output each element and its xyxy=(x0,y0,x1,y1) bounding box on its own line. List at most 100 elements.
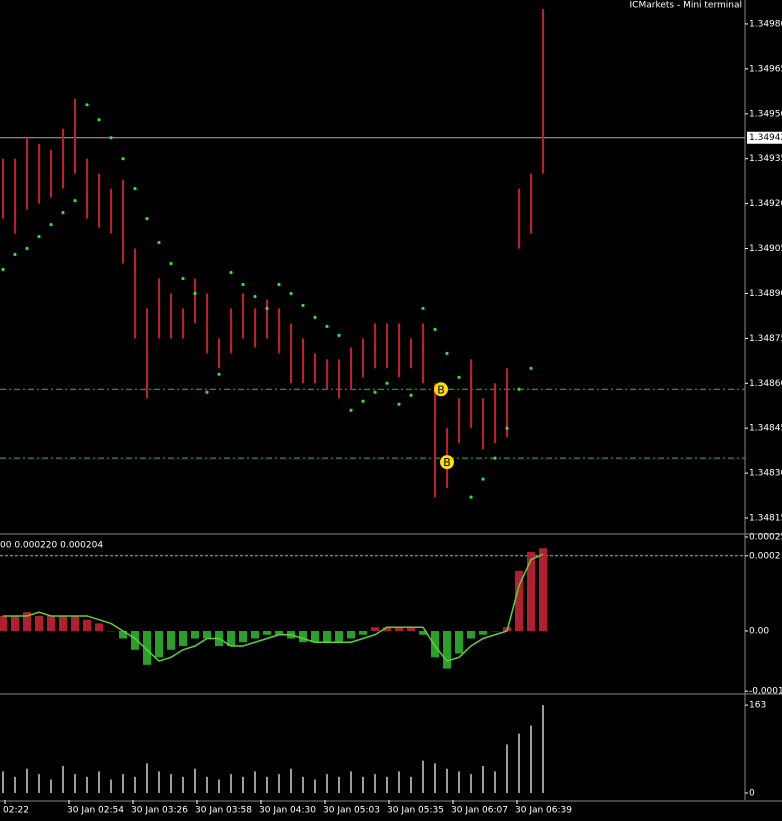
histogram-bar xyxy=(275,630,283,635)
sar-dot xyxy=(109,136,113,140)
histogram-bar xyxy=(119,630,127,639)
x-tick-label: 30 Jan 04:30 xyxy=(259,806,316,816)
sar-dot xyxy=(25,246,29,251)
y-tick-label: -0.00016 xyxy=(749,687,782,697)
sar-dot xyxy=(13,252,17,257)
y-tick-label: 1.34965 xyxy=(749,64,782,74)
sar-dot xyxy=(241,282,245,287)
current-price-box xyxy=(747,131,782,144)
histogram-bar xyxy=(83,619,91,631)
y-tick-label: 1.34875 xyxy=(749,334,782,344)
y-tick-label: 0.0002 xyxy=(749,551,781,561)
sar-dot xyxy=(61,211,65,215)
sar-dot xyxy=(325,324,329,328)
sar-dot xyxy=(493,456,497,460)
histogram-bar xyxy=(239,630,247,643)
histogram-bar xyxy=(203,630,211,639)
histogram-bar xyxy=(251,630,259,639)
histogram-bar xyxy=(359,630,367,635)
histogram-bar xyxy=(143,630,151,665)
histogram-bar xyxy=(59,615,67,631)
histogram-bar xyxy=(419,630,427,635)
y-tick-label: 0.00025 xyxy=(749,533,782,543)
sar-dot xyxy=(433,327,437,331)
y-tick-label: 1.34935 xyxy=(749,154,782,164)
sar-dot xyxy=(313,315,317,320)
sar-dot xyxy=(265,306,269,311)
histogram-bar xyxy=(179,630,187,647)
histogram-bar xyxy=(395,627,403,631)
sar-dot xyxy=(481,477,485,481)
x-tick-label: 02:22 xyxy=(3,806,29,816)
sar-dot xyxy=(229,270,233,275)
sar-dot xyxy=(169,261,173,266)
sar-dot xyxy=(253,294,257,299)
sar-dot xyxy=(397,402,401,406)
sar-dot xyxy=(193,291,197,296)
sar-dot xyxy=(385,381,389,385)
macd-header: 00 0.000220 0.000204 xyxy=(0,541,103,551)
histogram-bar xyxy=(95,623,103,631)
histogram-bar xyxy=(383,627,391,631)
y-tick-label: 163 xyxy=(749,701,766,711)
histogram-bar xyxy=(431,630,439,658)
histogram-bar xyxy=(35,615,43,631)
sar-dot xyxy=(457,375,461,379)
histogram-bar xyxy=(71,615,79,631)
histogram-bar xyxy=(23,612,31,631)
sar-dot xyxy=(133,187,137,191)
histogram-bar xyxy=(407,627,415,631)
sar-dot xyxy=(349,408,353,412)
x-tick-label: 30 Jan 06:07 xyxy=(451,806,508,816)
histogram-bar xyxy=(191,630,199,639)
histogram-bar xyxy=(155,630,163,658)
sar-dot xyxy=(49,222,53,227)
histogram-bar xyxy=(131,630,139,650)
histogram-bar xyxy=(455,630,463,654)
histogram-bar xyxy=(443,630,451,669)
histogram-bar xyxy=(335,630,343,643)
signal-marker xyxy=(440,455,454,470)
sar-dot xyxy=(445,351,449,355)
y-tick-label: 1.34845 xyxy=(749,424,782,434)
sar-dot xyxy=(517,387,521,391)
sar-dot xyxy=(373,390,377,394)
histogram-bar xyxy=(527,552,535,631)
y-tick-label: 0 xyxy=(749,788,755,798)
signal-marker-label: B xyxy=(443,456,451,469)
y-tick-label: 1.34920 xyxy=(749,199,782,209)
sar-dot xyxy=(409,393,413,397)
x-tick-label: 30 Jan 06:39 xyxy=(515,806,572,816)
histogram-bar xyxy=(263,630,271,635)
sar-dot xyxy=(301,303,305,308)
histogram-bar xyxy=(11,615,19,631)
histogram-bar xyxy=(347,630,355,639)
sar-dot xyxy=(157,240,161,245)
sar-dot xyxy=(505,426,509,430)
sar-dot xyxy=(145,216,149,221)
histogram-bar xyxy=(539,548,547,631)
x-tick-label: 30 Jan 05:35 xyxy=(387,806,444,816)
histogram-bar xyxy=(491,630,499,632)
signal-marker-label: B xyxy=(437,383,445,396)
sar-dot xyxy=(421,306,425,311)
histogram-bar xyxy=(515,570,523,631)
sar-dot xyxy=(529,366,533,370)
y-tick-label: 1.34890 xyxy=(749,289,782,299)
histogram-bar xyxy=(323,630,331,643)
sar-dot xyxy=(121,157,125,161)
histogram-bar xyxy=(107,630,115,632)
y-tick-label: 1.34905 xyxy=(749,244,782,254)
histogram-bar xyxy=(467,630,475,639)
histogram-bar xyxy=(47,615,55,631)
sar-dot xyxy=(361,399,365,403)
x-tick-label: 30 Jan 03:26 xyxy=(131,806,188,816)
x-tick-label: 30 Jan 02:54 xyxy=(67,806,124,816)
sar-dot xyxy=(181,276,185,281)
x-tick-label: 30 Jan 05:03 xyxy=(323,806,380,816)
sar-dot xyxy=(469,495,473,499)
histogram-bar xyxy=(371,627,379,631)
sar-dot xyxy=(217,372,221,376)
sar-dot xyxy=(37,234,41,239)
